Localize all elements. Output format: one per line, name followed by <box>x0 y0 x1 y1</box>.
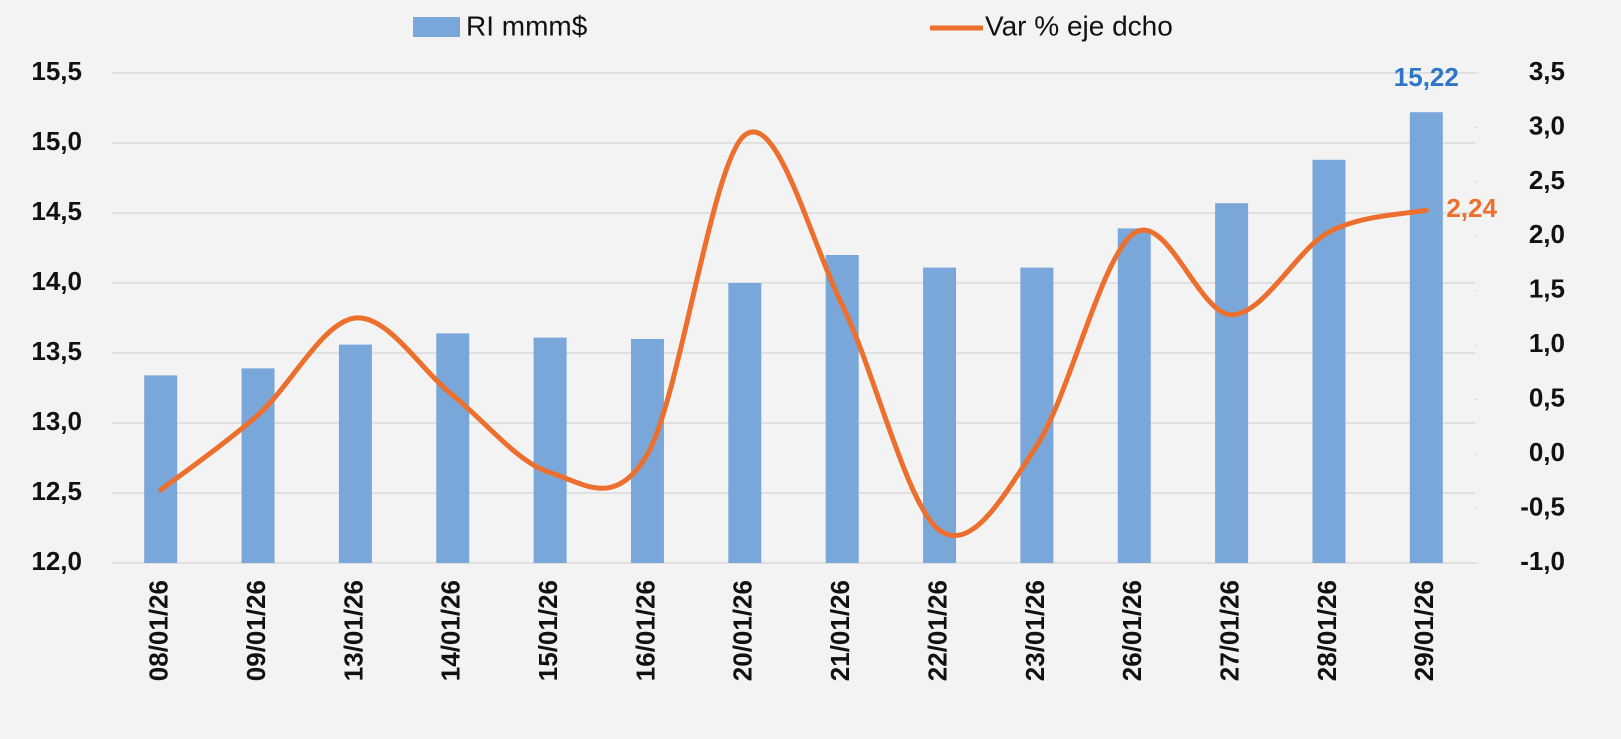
x-tick-label: 14/01/26 <box>436 580 466 681</box>
x-tick-label: 09/01/26 <box>241 580 271 681</box>
x-tick-label: 08/01/26 <box>144 580 174 681</box>
data-label: 15,22 <box>1394 62 1459 92</box>
y2-tick-label: 3,5 <box>1529 56 1565 86</box>
bar <box>338 344 372 563</box>
y-tick-label: 12,5 <box>31 476 82 506</box>
x-tick-label: 26/01/26 <box>1117 580 1147 681</box>
y-tick-label: 14,0 <box>31 266 82 296</box>
x-tick-label: 13/01/26 <box>338 580 368 681</box>
y2-tick-label: 2,0 <box>1529 219 1565 249</box>
y2-tick-label: 0,5 <box>1529 383 1565 413</box>
y-tick-label: 14,5 <box>31 196 82 226</box>
x-tick-label: 29/01/26 <box>1409 580 1439 681</box>
legend-swatch <box>413 17 460 37</box>
y-tick-label: 13,0 <box>31 406 82 436</box>
x-tick-label: 16/01/26 <box>630 580 660 681</box>
x-tick-label: 27/01/26 <box>1214 580 1244 681</box>
y-tick-label: 15,5 <box>31 56 82 86</box>
legend-label: Var % eje dcho <box>985 10 1173 41</box>
bar <box>1215 203 1249 563</box>
y-tick-label: 15,0 <box>31 126 82 156</box>
x-tick-label: 15/01/26 <box>533 580 563 681</box>
x-tick-label: 23/01/26 <box>1020 580 1050 681</box>
bar <box>728 283 762 563</box>
y-tick-label: 12,0 <box>31 546 82 576</box>
x-tick-label: 21/01/26 <box>825 580 855 681</box>
bar <box>1117 228 1151 563</box>
line <box>158 129 1429 539</box>
bar <box>533 337 567 563</box>
y2-tick-label: 2,5 <box>1529 165 1565 195</box>
y2-tick-label: 3,0 <box>1529 110 1565 140</box>
bar <box>1409 112 1443 563</box>
y2-tick-label: -0,5 <box>1520 491 1565 521</box>
bar <box>1312 159 1346 564</box>
x-tick-label: 28/01/26 <box>1312 580 1342 681</box>
y2-tick-label: 0,0 <box>1529 437 1565 467</box>
bar <box>923 267 957 563</box>
x-tick-label: 20/01/26 <box>728 580 758 681</box>
bar <box>241 368 275 563</box>
y-tick-label: 13,5 <box>31 336 82 366</box>
y2-tick-label: -1,0 <box>1520 546 1565 576</box>
data-label: 2,24 <box>1446 193 1497 223</box>
y2-tick-label: 1,5 <box>1529 274 1565 304</box>
bar <box>436 333 470 563</box>
bar <box>144 375 178 563</box>
x-tick-label: 22/01/26 <box>922 580 952 681</box>
legend-label: RI mmm$ <box>466 10 588 41</box>
y2-tick-label: 1,0 <box>1529 328 1565 358</box>
bar <box>1020 267 1054 563</box>
